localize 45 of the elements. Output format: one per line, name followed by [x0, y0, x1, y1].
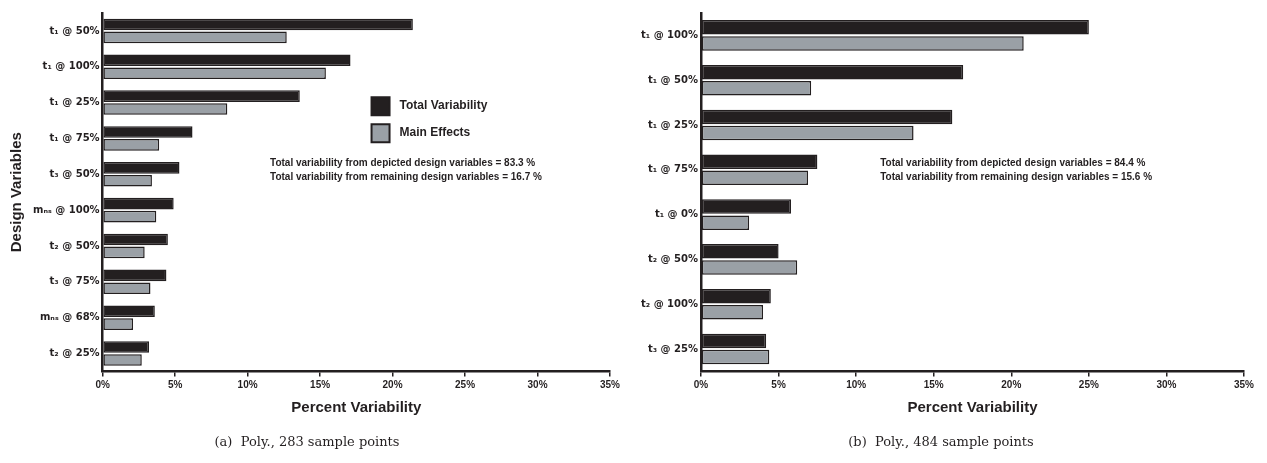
y-tick-label: t₁ @ 50% — [49, 24, 100, 36]
x-axis-title: Percent Variability — [291, 397, 422, 415]
y-tick-label: t₁ @ 100% — [640, 28, 699, 40]
x-tick-label: 0% — [693, 379, 709, 391]
x-tick-label: 5% — [167, 379, 183, 391]
y-tick-label: t₃ @ 25% — [647, 342, 699, 354]
legend-label: Total Variability — [399, 98, 488, 113]
y-tick-label: t₁ @ 75% — [49, 132, 100, 144]
x-tick-label: 30% — [527, 379, 548, 391]
annotation: Total variability from depicted design variables = 84.4 % — [880, 157, 1146, 169]
x-tick-label: 15% — [310, 379, 331, 391]
y-tick-label: t₂ @ 50% — [647, 252, 699, 264]
y-tick-label: t₁ @ 50% — [647, 73, 699, 85]
y-tick-label: t₂ @ 50% — [49, 239, 100, 251]
y-tick-label: t₁ @ 25% — [647, 118, 699, 130]
y-axis-title: Design Variables — [7, 132, 25, 253]
x-tick-label: 35% — [1233, 379, 1255, 391]
annotation: Total variability from remaining design variables = 16.7 % — [270, 171, 543, 183]
x-tick-label: 25% — [1078, 379, 1099, 391]
y-tick-label: t₁ @ 75% — [647, 163, 699, 175]
x-tick-label: 25% — [455, 379, 476, 391]
y-tick-label: t₂ @ 25% — [49, 347, 100, 359]
y-tick-label: t₂ @ 100% — [640, 297, 699, 309]
legend-label: Main Effects — [399, 125, 471, 140]
annotation: Total variability from depicted design variables = 83.3 % — [270, 157, 536, 169]
y-tick-label: t₃ @ 75% — [49, 275, 100, 287]
x-tick-label: 20% — [382, 379, 403, 391]
y-tick-label: t₁ @ 100% — [42, 60, 100, 72]
y-tick-label: t₁ @ 0% — [654, 208, 699, 220]
x-tick-label: 20% — [1001, 379, 1022, 391]
y-tick-label: mₙₛ @ 68% — [39, 311, 100, 323]
x-axis-title: Percent Variability — [907, 397, 1039, 415]
annotation: Total variability from remaining design variables = 15.6 % — [880, 171, 1153, 183]
x-tick-label: 5% — [771, 379, 786, 391]
y-tick-label: t₃ @ 50% — [49, 167, 100, 179]
y-tick-label: t₁ @ 25% — [49, 96, 100, 108]
x-tick-label: 35% — [599, 379, 621, 391]
x-tick-label: 30% — [1156, 379, 1177, 391]
x-tick-label: 15% — [923, 379, 944, 391]
text: (b) Poly., 484 sample points — [848, 433, 1034, 449]
x-tick-label: 0% — [95, 379, 110, 391]
x-tick-label: 10% — [846, 379, 867, 391]
x-tick-label: 10% — [237, 379, 258, 391]
y-tick-label: mₙₛ @ 100% — [33, 203, 100, 215]
text: (a) Poly., 283 sample points — [214, 433, 400, 449]
